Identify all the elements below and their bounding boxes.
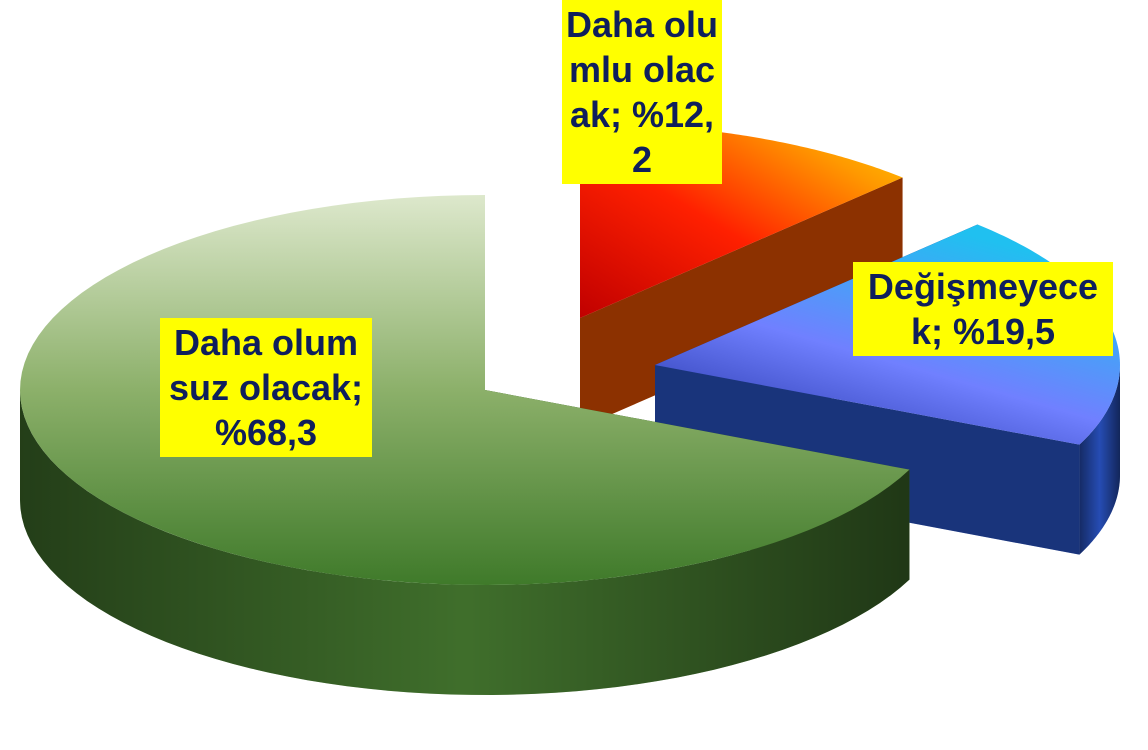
data-label: Daha olumsuz olacak; %68,3 [160, 318, 372, 457]
slice-name: Daha olumlu olacak; [566, 4, 719, 135]
slice-wall [655, 365, 1080, 555]
slice [20, 195, 910, 585]
data-label: Daha olumlu olacak; %12,2 [562, 0, 722, 184]
data-label: Değişmeyecek; %19,5 [853, 262, 1113, 356]
slice-value: %68,3 [214, 412, 318, 453]
slice-name: Değişmeyecek; [867, 266, 1099, 352]
slice-side-shade [1079, 365, 1120, 555]
slice-wall-shade [655, 365, 1080, 555]
slice-value: %12,2 [631, 94, 715, 180]
slice-value: %19,5 [952, 311, 1056, 352]
slice-name: Daha olumsuz olacak; [168, 322, 364, 408]
slice-side-shade [20, 390, 910, 695]
